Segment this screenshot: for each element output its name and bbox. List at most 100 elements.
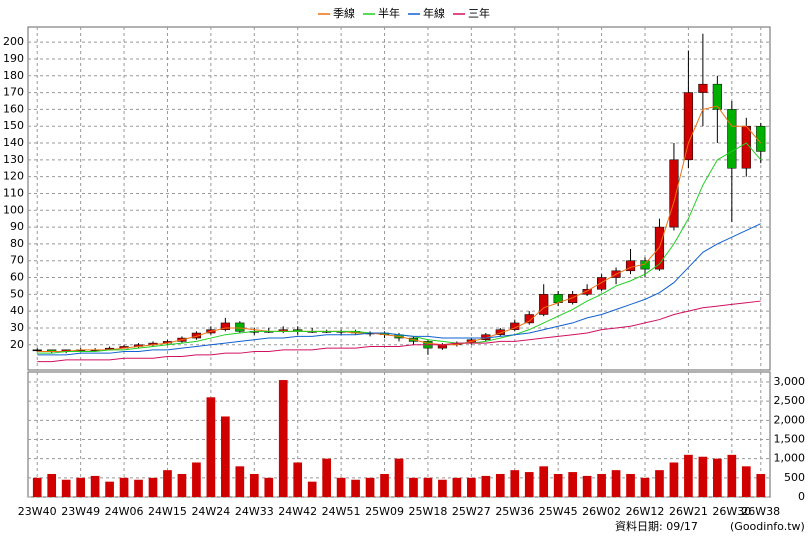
y-tick-label: 170 [3, 86, 24, 99]
volume-bar [539, 466, 549, 497]
volume-bar [409, 477, 418, 497]
candle-body [596, 277, 607, 290]
y-tick-label: 120 [3, 170, 24, 183]
x-tick-label: 26W38 [741, 505, 780, 518]
candle-body [669, 159, 679, 228]
candle-body [437, 344, 448, 349]
y2-tick-label: 2,000 [774, 413, 806, 426]
legend-label: 季線 [333, 6, 355, 20]
volume-bar [684, 454, 693, 497]
y2-tick-label: 1,000 [774, 452, 806, 465]
x-tick-label: 25W18 [409, 505, 448, 518]
volume-bar [293, 462, 303, 497]
volume-bar [655, 470, 664, 497]
x-tick-label: 24W51 [322, 505, 361, 518]
volume-bar [119, 477, 129, 497]
y-tick-label: 60 [10, 271, 24, 284]
volume-bar [206, 397, 216, 497]
candle-body [32, 349, 42, 352]
y-tick-label: 110 [3, 186, 24, 199]
volume-bar [351, 479, 360, 497]
volume-bar [481, 475, 491, 497]
volume-bar [568, 472, 577, 497]
volume-bar [452, 477, 462, 497]
x-tick-label: 24W33 [235, 505, 274, 518]
volume-bar [626, 473, 635, 497]
volume-bar [510, 470, 520, 497]
volume-bar [336, 477, 346, 497]
y-tick-label: 140 [3, 136, 24, 149]
y-tick-label: 40 [10, 304, 24, 317]
x-tick-label: 25W09 [365, 505, 404, 518]
candle-body [235, 322, 245, 332]
volume-bar [105, 481, 114, 497]
legend-label: 三年 [468, 6, 490, 20]
y-tick-label: 90 [10, 220, 24, 233]
candle-body [698, 83, 708, 93]
volume-bar [553, 473, 563, 497]
x-tick-label: 26W30 [712, 505, 751, 518]
y2-tick-label: 500 [784, 471, 805, 484]
x-tick-label: 24W24 [191, 505, 230, 518]
candle-body [712, 83, 722, 110]
volume-bar [495, 473, 505, 497]
x-tick-label: 25W36 [495, 505, 534, 518]
candle-body [568, 294, 578, 303]
volume-bar [278, 380, 288, 497]
volume-bar [61, 479, 71, 497]
x-tick-label: 25W45 [539, 505, 578, 518]
legend: 季線 半年 年線 三年 [318, 6, 490, 20]
candle-body [524, 314, 534, 324]
volume-bar [756, 473, 766, 497]
volume-bar [582, 475, 592, 497]
volume-bar [148, 477, 158, 497]
y-tick-label: 150 [3, 119, 24, 132]
candle-body [220, 322, 230, 330]
y-tick-label: 190 [3, 52, 24, 65]
volume-bar [611, 470, 621, 497]
y2-tick-label: 0 [798, 490, 805, 503]
volume-bar [221, 416, 230, 497]
ma-line [37, 300, 761, 363]
candle-body [727, 109, 737, 169]
legend-label: 半年 [378, 6, 400, 20]
y-tick-label: 20 [10, 338, 24, 351]
volume-bar [698, 456, 708, 497]
y-tick-label: 30 [10, 321, 24, 334]
y-tick-label: 180 [3, 69, 24, 82]
y-tick-label: 130 [3, 153, 24, 166]
candle-body [495, 329, 505, 335]
candle-body [654, 226, 665, 270]
volume-bar [163, 470, 172, 497]
ma-line [37, 223, 761, 356]
x-tick-label: 23W40 [18, 505, 57, 518]
volume-bar [713, 458, 722, 497]
footer-source: (Goodinfo.tw) [730, 520, 805, 533]
y2-tick-label: 2,500 [774, 394, 806, 407]
y-tick-label: 70 [10, 254, 24, 267]
volume-bar [47, 473, 57, 497]
volume-bar [741, 466, 751, 497]
candle-body [582, 289, 592, 295]
y2-tick-label: 1,500 [774, 432, 806, 445]
price-frame [27, 26, 771, 371]
y-tick-label: 200 [3, 35, 24, 48]
candle-body [756, 125, 766, 152]
y-tick-label: 100 [3, 203, 24, 216]
footer-date: 資料日期: 09/17 [615, 519, 698, 533]
volume-bar [76, 477, 85, 497]
x-tick-label: 26W12 [626, 505, 665, 518]
volume-bar [669, 462, 679, 497]
volume-bar [524, 472, 534, 497]
volume-bar [307, 481, 317, 497]
ma-line [37, 105, 762, 353]
volume-bar [380, 473, 389, 497]
volume-bar [438, 479, 447, 497]
volume-bar [394, 458, 404, 497]
volume-bar [727, 454, 737, 497]
volume-bar [32, 477, 42, 497]
y-tick-label: 50 [10, 287, 24, 300]
y2-tick-label: 3,000 [774, 375, 806, 388]
volume-bar [134, 479, 143, 497]
